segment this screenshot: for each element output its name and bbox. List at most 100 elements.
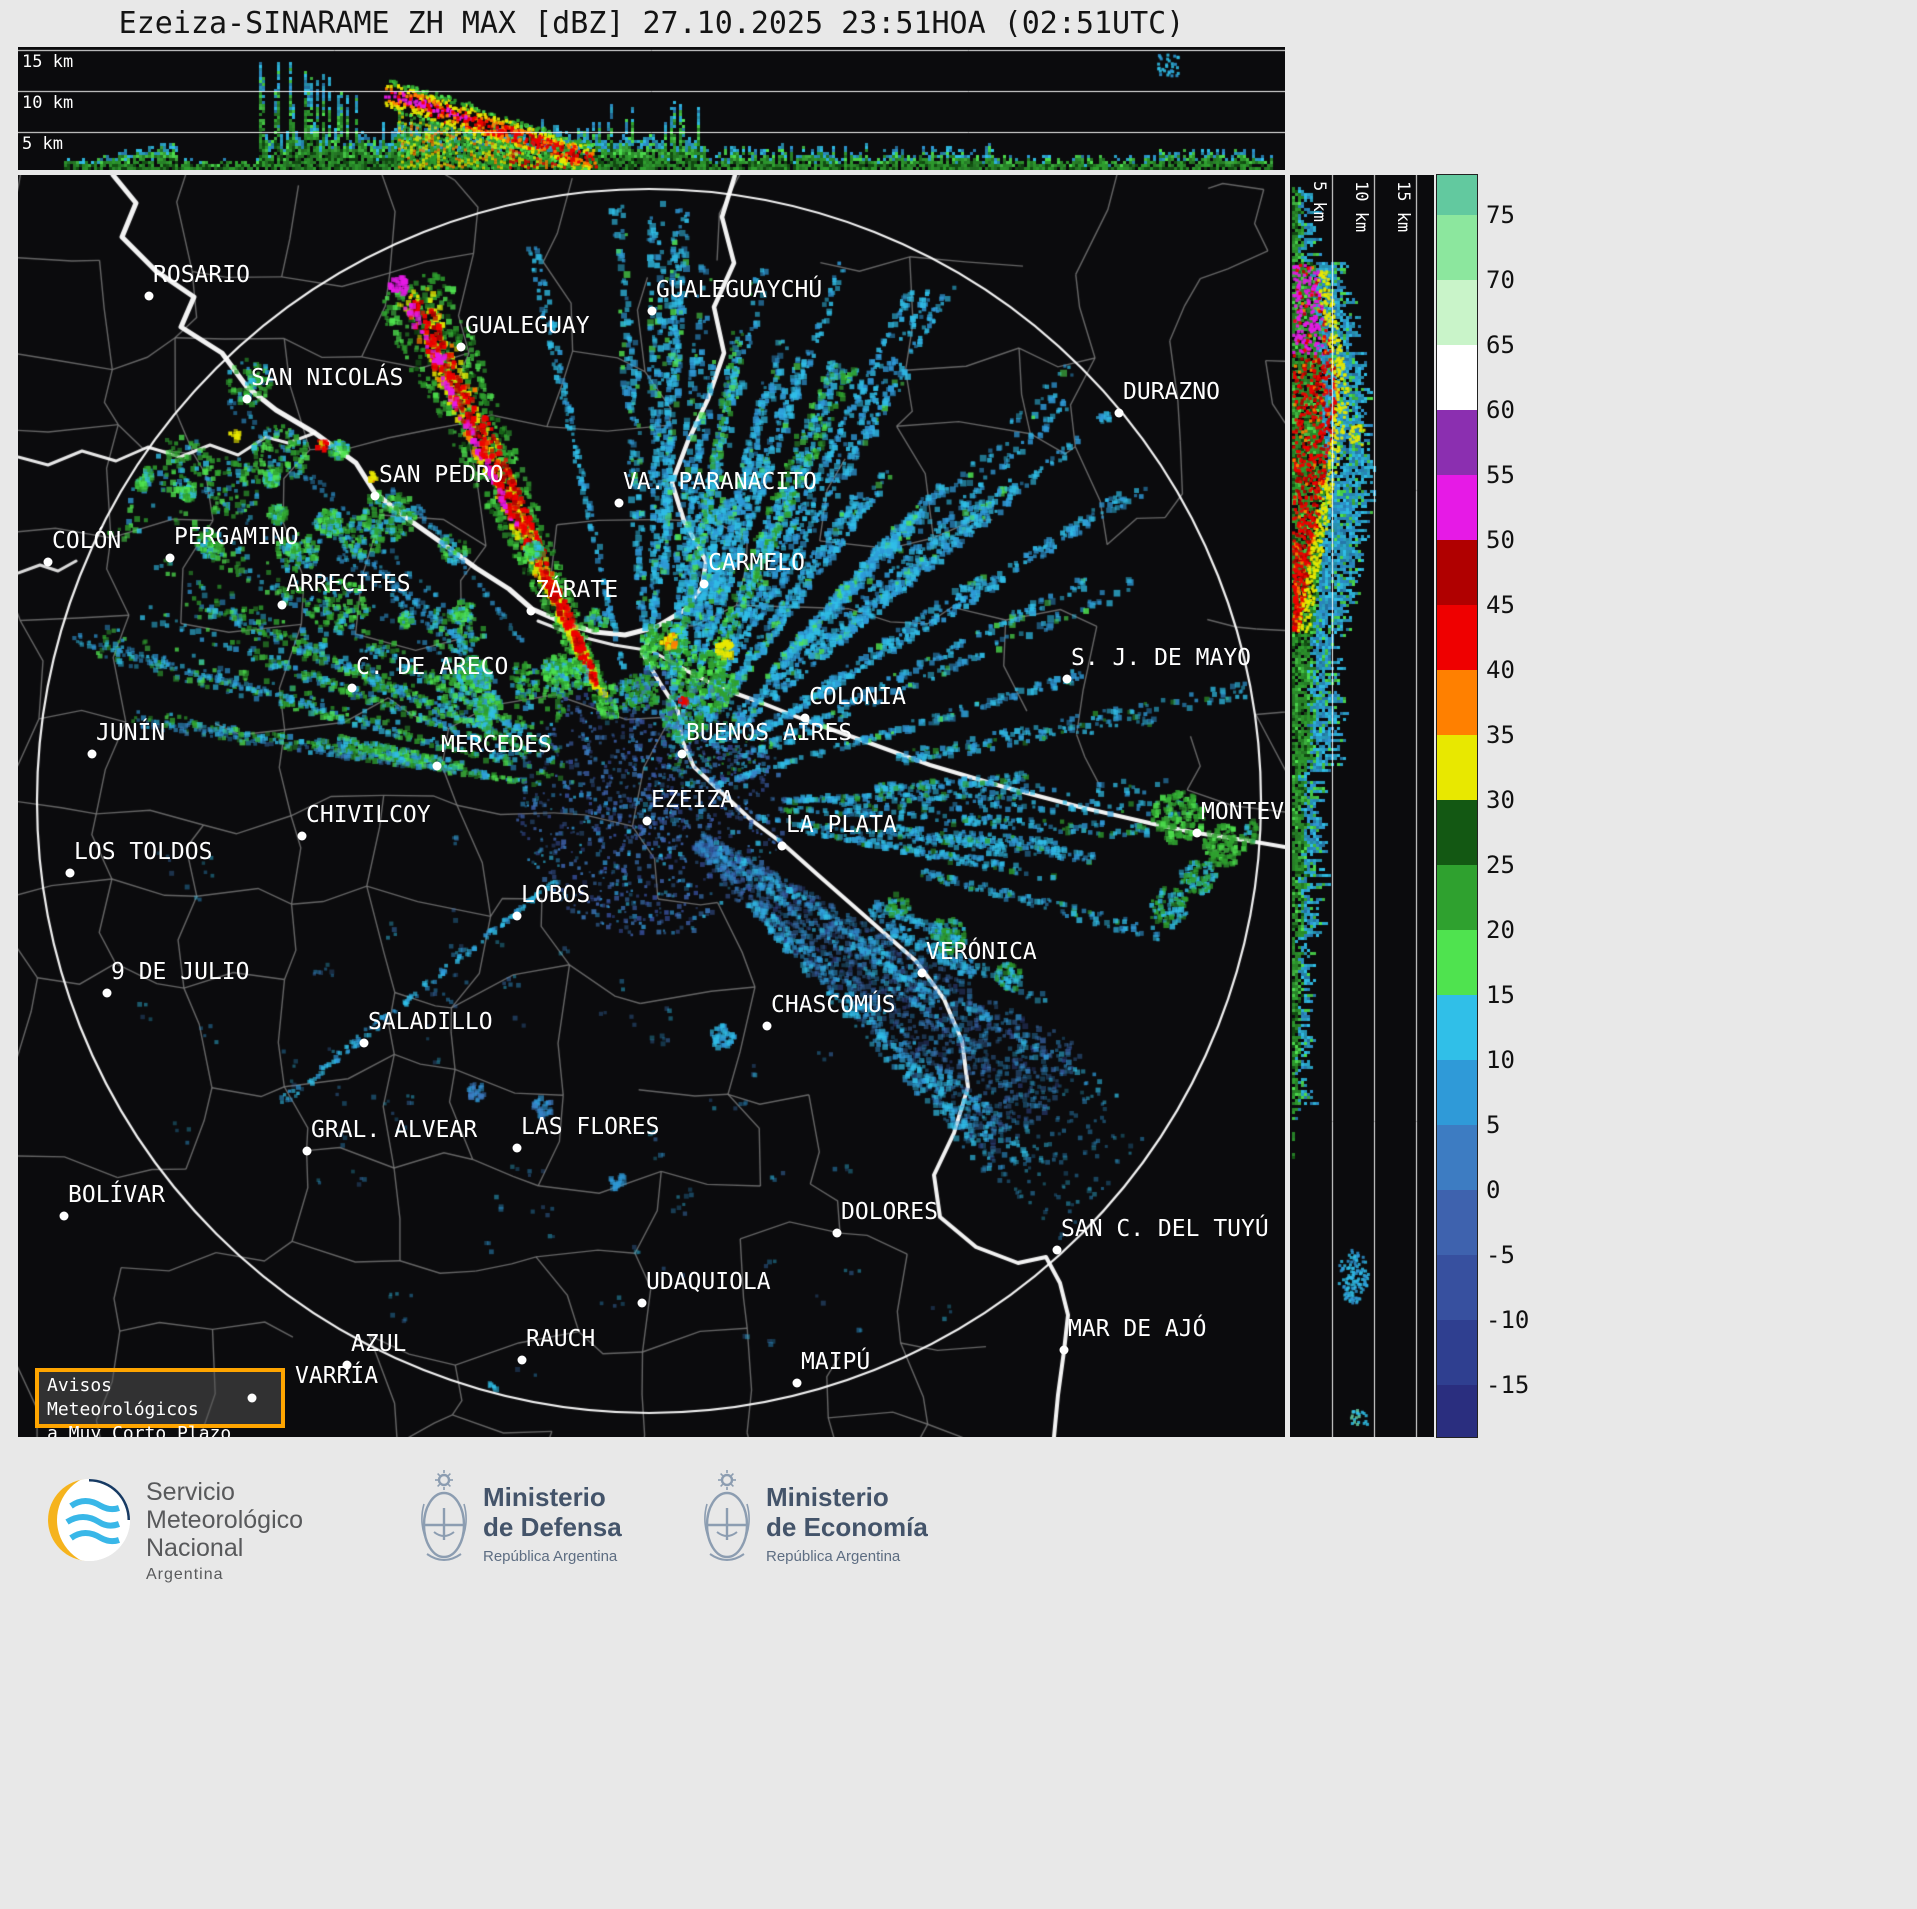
colorbar-band <box>1437 1385 1477 1437</box>
altitude-label-15km: 15 km <box>22 52 74 72</box>
city-label: DURAZNO <box>1123 379 1220 405</box>
city-dot <box>247 1393 257 1403</box>
colorbar-tick: -5 <box>1486 1241 1515 1269</box>
city-label: GRAL. ALVEAR <box>311 1117 478 1143</box>
colorbar-tick: 25 <box>1486 851 1515 879</box>
city-label: LA PLATA <box>786 812 897 838</box>
city-label: SAN C. DEL TUYÚ <box>1061 1216 1269 1242</box>
city-dot <box>777 841 787 851</box>
city-dot <box>65 868 75 878</box>
city-dot <box>1192 828 1202 838</box>
altitude-label-10km-v: 10 km <box>1351 181 1371 233</box>
city-label: ZÁRATE <box>535 577 619 603</box>
cross-section-top-canvas <box>18 47 1285 170</box>
city-label: CHIVILCOY <box>306 802 431 828</box>
city-dot <box>342 1360 352 1370</box>
city-label: EZEIZA <box>651 787 735 813</box>
economia-sub: República Argentina <box>766 1548 901 1565</box>
altitude-label-5km-v: 5 km <box>1309 181 1329 222</box>
city-label: JUNÍN <box>96 720 166 746</box>
colorbar-tick: 40 <box>1486 656 1515 684</box>
city-dot <box>165 553 175 563</box>
colorbar-tick: 60 <box>1486 396 1515 424</box>
colorbar-tick: 70 <box>1486 266 1515 294</box>
ministerio-defensa-text: Ministerio de Defensa República Argentin… <box>483 1482 783 1565</box>
defensa-line-2: de Defensa <box>483 1512 622 1542</box>
defensa-line-1: Ministerio <box>483 1482 606 1512</box>
city-dot <box>1062 674 1072 684</box>
city-label: LAS FLORES <box>521 1114 660 1140</box>
city-dot <box>792 1378 802 1388</box>
city-layer: ROSARIO GUALEGUAYCHÚ GUALEGUAY SAN NICOLÁS D… <box>18 175 1285 1437</box>
city-label: AZUL <box>351 1331 407 1357</box>
colorbar-tick: 55 <box>1486 461 1515 489</box>
city-label: C. DE ARECO <box>356 654 509 680</box>
colorbar-tick: 35 <box>1486 721 1515 749</box>
colorbar-band <box>1437 995 1477 1060</box>
colorbar-band <box>1437 175 1477 215</box>
city-dot <box>647 306 657 316</box>
colorbar-tick: 65 <box>1486 331 1515 359</box>
warning-box[interactable]: Avisos Meteorológicos a Muy Corto Plazo <box>35 1368 285 1437</box>
colorbar-band <box>1437 605 1477 670</box>
city-label: GUALEGUAYCHÚ <box>656 277 823 303</box>
city-dot <box>370 491 380 501</box>
colorbar-band <box>1437 1060 1477 1125</box>
city-label: S. J. DE MAYO <box>1071 645 1252 671</box>
city-dot <box>347 683 357 693</box>
colorbar-band <box>1437 1320 1477 1385</box>
city-dot <box>917 968 927 978</box>
smn-logo <box>45 1476 133 1569</box>
warning-line-2: a Muy Corto Plazo <box>47 1423 232 1437</box>
cross-section-top-panel: 15 km 10 km 5 km <box>18 47 1285 170</box>
economia-line-2: de Economía <box>766 1512 928 1542</box>
city-dot <box>614 498 624 508</box>
city-dot <box>637 1298 647 1308</box>
city-dot <box>642 816 652 826</box>
city-label: MAR DE AJÓ <box>1068 1316 1207 1342</box>
city-label: BUENOS AIRES <box>686 720 853 746</box>
city-label: SAN PEDRO <box>379 462 504 488</box>
colorbar-band <box>1437 865 1477 930</box>
city-dot <box>512 911 522 921</box>
city-label: SAN NICOLÁS <box>251 365 404 391</box>
colorbar-band <box>1437 670 1477 735</box>
colorbar-band <box>1437 1255 1477 1320</box>
smn-logo-text: Servicio Meteorológico Nacional Argentin… <box>146 1478 303 1584</box>
colorbar-band <box>1437 735 1477 800</box>
colorbar-tick: 20 <box>1486 916 1515 944</box>
colorbar-band <box>1437 345 1477 410</box>
city-label: COLONIA <box>809 684 906 710</box>
city-label: LOS TOLDOS <box>74 839 213 865</box>
city-dot <box>677 749 687 759</box>
city-dot <box>699 579 709 589</box>
economia-line-1: Ministerio <box>766 1482 889 1512</box>
city-label: ROSARIO <box>153 262 250 288</box>
altitude-label-10km: 10 km <box>22 93 74 113</box>
city-label: VA. PARANACITO <box>623 469 817 495</box>
reflectivity-map-panel: ROSARIO GUALEGUAYCHÚ GUALEGUAY SAN NICOLÁS D… <box>18 175 1285 1437</box>
city-dot <box>762 1021 772 1031</box>
colorbar-band <box>1437 1125 1477 1190</box>
city-label: 9 DE JULIO <box>111 959 250 985</box>
dbz-colorbar <box>1436 174 1478 1438</box>
city-dot <box>800 713 810 723</box>
city-dot <box>517 1355 527 1365</box>
city-dot <box>456 342 466 352</box>
cross-section-right-panel: 5 km 10 km 15 km <box>1290 175 1434 1437</box>
city-label: ARRECIFES <box>286 571 411 597</box>
colorbar-tick: 75 <box>1486 201 1515 229</box>
altitude-label-5km: 5 km <box>22 134 63 154</box>
city-dot <box>1114 408 1124 418</box>
smn-logo-mark <box>48 1479 130 1561</box>
city-dot <box>87 749 97 759</box>
smn-line-2: Meteorológico <box>146 1506 304 1534</box>
smn-line-3: Nacional <box>146 1534 244 1562</box>
product-title: Ezeiza-SINARAME ZH MAX [dBZ] 27.10.2025 … <box>118 6 1185 41</box>
city-label: CARMELO <box>708 550 805 576</box>
city-dot <box>59 1211 69 1221</box>
city-dot <box>144 291 154 301</box>
smn-country: Argentina <box>146 1566 224 1583</box>
colorbar-tick: -10 <box>1486 1306 1530 1334</box>
